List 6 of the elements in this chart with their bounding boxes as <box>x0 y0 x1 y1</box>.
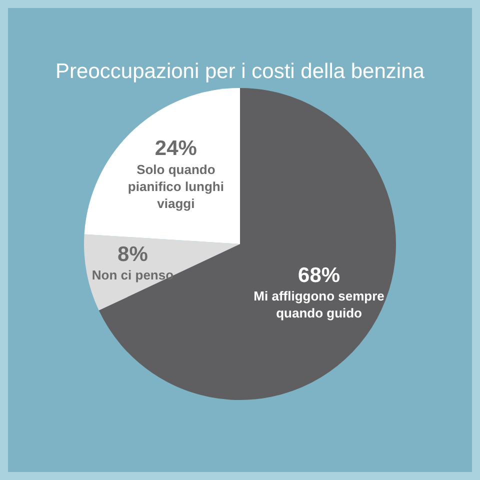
chart-title: Preoccupazioni per i costi della benzina <box>54 60 426 84</box>
slice-label: Mi affliggono sempre quando guido <box>254 288 384 321</box>
data-label: 24% <box>154 137 198 160</box>
data-label: 8% <box>118 242 148 266</box>
slice-label: Solo quando pianifico lunghi viaggi <box>128 162 224 211</box>
data-label: 68% <box>298 264 340 287</box>
